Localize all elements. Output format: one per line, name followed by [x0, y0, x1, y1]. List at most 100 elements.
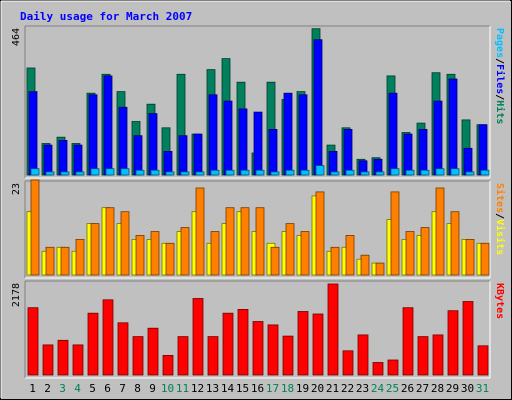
- bar-sites-day-30: [465, 238, 475, 276]
- x-tick-label: 20: [311, 382, 324, 395]
- bar-pages-day-16: [255, 169, 265, 176]
- panel-visits-sites: 23 Sites/Visits: [11, 179, 506, 279]
- bar-pages-day-10: [165, 171, 175, 176]
- bar-kbytes-day-30: [462, 301, 474, 376]
- bar-sites-day-26: [405, 231, 415, 276]
- x-tick-label: 30: [461, 382, 474, 395]
- x-tick-label: 25: [386, 382, 399, 395]
- bar-pages-day-26: [405, 169, 415, 176]
- legend: KBytes: [494, 283, 505, 319]
- bar-files-day-5: [88, 94, 98, 176]
- bar-kbytes-day-1: [27, 307, 39, 376]
- bar-sites-day-4: [75, 238, 85, 276]
- bar-sites-day-7: [120, 211, 130, 276]
- x-tick-label: 22: [341, 382, 354, 395]
- x-tick-label: 3: [59, 382, 66, 395]
- legend-entry: KBytes: [494, 283, 505, 319]
- bar-sites-day-22: [345, 234, 355, 276]
- bar-pages-day-6: [105, 168, 115, 176]
- panel-hits-files-pages: 464 Pages/Files/Hits: [11, 25, 506, 179]
- bar-kbytes-day-21: [327, 283, 339, 376]
- bar-pages-day-9: [150, 169, 160, 176]
- bar-pages-day-22: [345, 169, 355, 176]
- x-axis-labels: 1 2 3 4 5 6 7 8 9 10 11 12 13 14 15 16 17 18 19 20 21 22 23 24 2…: [29, 382, 489, 395]
- bar-files-day-20: [313, 39, 323, 176]
- bar-sites-day-23: [360, 254, 370, 276]
- bar-sites-day-15: [240, 207, 250, 276]
- legend: Pages/Files/Hits: [494, 28, 506, 124]
- bar-files-day-18: [283, 92, 293, 176]
- bar-pages-day-28: [435, 168, 445, 176]
- x-tick-label: 7: [119, 382, 126, 395]
- bar-files-day-1: [28, 91, 38, 176]
- bar-pages-day-5: [90, 168, 100, 176]
- bar-sites-day-29: [450, 211, 460, 276]
- bar-pages-day-29: [450, 168, 460, 176]
- bar-files-day-21: [328, 150, 338, 176]
- bar-sites-day-9: [150, 231, 160, 276]
- bar-files-day-22: [343, 128, 353, 176]
- legend-entry: Sites: [494, 183, 506, 213]
- bar-files-day-16: [253, 111, 263, 176]
- bar-sites-day-25: [390, 191, 400, 276]
- bar-files-day-6: [103, 75, 113, 176]
- bar-pages-day-7: [120, 168, 130, 176]
- bar-pages-day-31: [480, 169, 490, 176]
- x-tick-label: 23: [356, 382, 369, 395]
- bar-kbytes-day-5: [87, 312, 99, 376]
- bar-kbytes-day-24: [372, 362, 384, 376]
- bar-files-day-7: [118, 106, 128, 176]
- bar-files-day-12: [193, 133, 203, 176]
- bar-kbytes-day-4: [72, 344, 84, 376]
- bar-sites-day-28: [435, 187, 445, 276]
- bar-kbytes-day-29: [447, 310, 459, 376]
- bar-pages-day-17: [270, 171, 280, 176]
- bar-kbytes-day-31: [477, 345, 489, 376]
- bar-kbytes-day-28: [432, 334, 444, 376]
- bar-sites-day-8: [135, 234, 145, 276]
- bar-files-day-3: [58, 139, 68, 176]
- x-tick-label: 19: [296, 382, 309, 395]
- bar-sites-day-10: [165, 242, 175, 276]
- bar-kbytes-day-11: [177, 336, 189, 376]
- bar-kbytes-day-27: [417, 336, 429, 376]
- bar-kbytes-day-17: [267, 324, 279, 376]
- bar-pages-day-20: [315, 165, 325, 176]
- bar-pages-day-30: [465, 171, 475, 176]
- bar-kbytes-day-23: [357, 334, 369, 376]
- bar-kbytes-day-14: [222, 312, 234, 376]
- bar-sites-day-12: [195, 187, 205, 276]
- bar-kbytes-day-15: [237, 308, 249, 376]
- bar-pages-day-15: [240, 169, 250, 176]
- legend-entry: /: [494, 213, 505, 219]
- bar-sites-day-21: [330, 246, 340, 276]
- legend: Sites/Visits: [494, 183, 506, 255]
- bar-pages-day-12: [195, 171, 205, 176]
- bar-sites-day-1: [30, 179, 40, 276]
- bar-kbytes-day-12: [192, 298, 204, 376]
- bar-kbytes-day-10: [162, 354, 174, 376]
- x-tick-label: 9: [149, 382, 156, 395]
- x-tick-label: 14: [221, 382, 235, 395]
- legend-entry: Pages: [494, 28, 505, 58]
- bar-files-day-14: [223, 100, 233, 176]
- bar-files-day-4: [73, 144, 83, 176]
- bar-files-day-29: [448, 78, 458, 176]
- x-tick-label: 10: [161, 382, 174, 395]
- bar-kbytes-day-26: [402, 307, 414, 376]
- x-tick-label: 24: [371, 382, 385, 395]
- x-tick-label: 13: [206, 382, 219, 395]
- bar-kbytes-day-19: [297, 311, 309, 376]
- bar-kbytes-day-9: [147, 327, 159, 376]
- x-tick-label: 18: [281, 382, 294, 395]
- bar-sites-day-6: [105, 207, 115, 276]
- bar-kbytes-day-2: [42, 344, 54, 376]
- bar-pages-day-1: [30, 168, 40, 176]
- x-tick-label: 6: [104, 382, 111, 395]
- bar-files-day-27: [418, 128, 428, 176]
- x-tick-label: 17: [266, 382, 279, 395]
- x-tick-label: 4: [74, 382, 81, 395]
- bar-files-day-17: [268, 128, 278, 176]
